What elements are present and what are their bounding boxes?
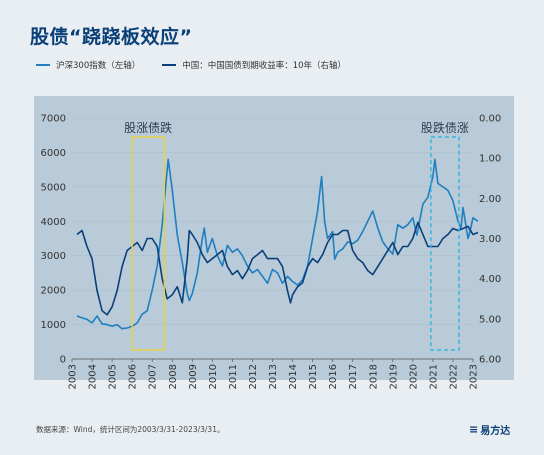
x-tick-0: 2003: [68, 364, 79, 389]
y-right-tick-1: 1.00: [479, 154, 501, 165]
x-tick-7: 2010: [208, 364, 219, 389]
y-left-tick-4: 4000: [41, 217, 66, 228]
y-right-tick-5: 5.00: [479, 314, 501, 325]
plot-area: [34, 96, 514, 380]
series-lines: [76, 158, 479, 330]
x-tick-20: 2023: [469, 364, 480, 389]
x-tick-4: 2007: [148, 364, 159, 389]
x-tick-8: 2011: [228, 364, 239, 389]
legend-label-hs300: 沪深300指数（左轴）: [56, 61, 141, 71]
legend-item-hs300: 沪深300指数（左轴）: [36, 59, 140, 71]
x-tick-3: 2006: [128, 364, 139, 389]
y-left-tick-7: 7000: [41, 114, 66, 125]
legend-label-bond-yield: 中国：中国国债到期收益率：10年（右轴）: [182, 61, 347, 71]
x-tick-11: 2014: [288, 364, 299, 389]
axes: 0 1000 2000 3000 4000 5000 6000 7000 0.00 1.00 2.0…: [41, 114, 502, 390]
y-left-tick-3: 3000: [41, 251, 66, 262]
grid: [72, 117, 473, 360]
brand-logo: ≡ 易方达: [469, 422, 510, 437]
y-right-tick-2: 2.00: [479, 194, 501, 205]
chart-title: 股债“跷跷板效应”: [30, 26, 193, 48]
logo-icon: ≡: [469, 423, 479, 436]
y-left-tick-2: 2000: [41, 286, 66, 297]
y-left-tick-6: 6000: [41, 148, 66, 159]
annotation-label-0: 股涨债跌: [124, 120, 172, 135]
x-tick-5: 2008: [168, 364, 179, 389]
legend-swatch-bond-yield: [162, 64, 177, 66]
legend: 沪深300指数（左轴） 中国：中国国债到期收益率：10年（右轴）: [36, 59, 346, 71]
y-left-tick-1: 1000: [41, 320, 66, 331]
x-tick-9: 2012: [248, 364, 259, 389]
x-tick-12: 2015: [308, 364, 319, 389]
y-right-tick-3: 3.00: [479, 234, 501, 245]
series-line-0: [76, 158, 479, 330]
y-right-tick-6: 6.00: [479, 355, 501, 366]
legend-swatch-hs300: [36, 64, 50, 66]
x-tick-17: 2020: [408, 364, 419, 389]
x-tick-10: 2013: [268, 364, 279, 389]
x-tick-18: 2021: [428, 364, 439, 389]
logo-text: 易方达: [480, 426, 511, 437]
y-right-tick-0: 0.00: [479, 114, 501, 125]
x-tick-13: 2016: [328, 364, 339, 389]
annotation-box-0: [131, 136, 165, 351]
source-note: 数据来源：Wind，统计区间为2003/3/31-2023/3/31。: [36, 425, 225, 434]
series-line-1: [76, 221, 479, 316]
x-tick-2: 2005: [108, 364, 119, 389]
x-tick-19: 2022: [448, 364, 459, 389]
x-tick-6: 2009: [188, 364, 199, 389]
annotation-label-1: 股跌债涨: [421, 120, 469, 135]
legend-item-bond-yield: 中国：中国国债到期收益率：10年（右轴）: [162, 59, 346, 71]
y-left-tick-5: 5000: [41, 182, 66, 193]
x-tick-15: 2018: [368, 364, 379, 389]
annotation-box-1: [430, 136, 460, 351]
x-tick-16: 2019: [388, 364, 399, 389]
x-tick-14: 2017: [348, 364, 359, 389]
x-tick-1: 2004: [88, 364, 99, 389]
annotations: 股涨债跌 股跌债涨: [124, 120, 469, 351]
y-right-tick-4: 4.00: [479, 274, 501, 285]
y-left-tick-0: 0: [60, 355, 66, 366]
